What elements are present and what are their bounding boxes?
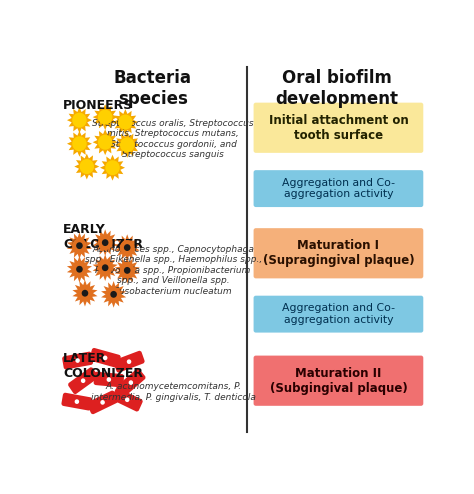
Polygon shape [115, 132, 140, 158]
Circle shape [72, 136, 87, 151]
FancyBboxPatch shape [90, 348, 121, 368]
Circle shape [110, 291, 117, 298]
Circle shape [100, 400, 105, 405]
Circle shape [120, 263, 135, 278]
Circle shape [81, 378, 85, 383]
Polygon shape [92, 254, 118, 281]
Polygon shape [113, 109, 138, 135]
FancyBboxPatch shape [254, 228, 423, 279]
Circle shape [82, 290, 88, 296]
Circle shape [124, 244, 130, 251]
Circle shape [72, 113, 87, 127]
FancyBboxPatch shape [112, 388, 143, 412]
Text: Aggregation and Co-
aggregation activity: Aggregation and Co- aggregation activity [282, 303, 395, 325]
FancyBboxPatch shape [62, 393, 92, 411]
Polygon shape [93, 129, 118, 155]
FancyBboxPatch shape [87, 391, 118, 414]
Text: A. actinomycetemcomitans, P.
intermedia, P. gingivalis, T. denticola: A. actinomycetemcomitans, P. intermedia,… [91, 382, 255, 402]
Circle shape [102, 264, 109, 271]
Circle shape [107, 377, 111, 382]
Polygon shape [67, 131, 92, 157]
Circle shape [124, 267, 130, 274]
Circle shape [98, 235, 112, 250]
Circle shape [120, 137, 135, 152]
Circle shape [72, 262, 87, 277]
Text: Initial attachment on
tooth surface: Initial attachment on tooth surface [269, 114, 408, 142]
Circle shape [72, 238, 87, 253]
Circle shape [105, 160, 120, 175]
Polygon shape [92, 229, 118, 256]
Polygon shape [115, 257, 140, 284]
Polygon shape [67, 107, 92, 133]
Circle shape [75, 358, 80, 363]
Circle shape [120, 240, 135, 255]
Circle shape [76, 266, 83, 273]
Circle shape [80, 159, 94, 174]
FancyBboxPatch shape [254, 103, 423, 153]
Circle shape [103, 356, 108, 360]
Text: EARLY
COLONIZER: EARLY COLONIZER [63, 223, 143, 251]
FancyBboxPatch shape [62, 352, 93, 370]
FancyBboxPatch shape [94, 372, 124, 387]
Text: LATER
COLONIZER: LATER COLONIZER [63, 352, 143, 380]
Polygon shape [100, 155, 125, 181]
Polygon shape [115, 234, 140, 261]
Circle shape [98, 260, 112, 275]
FancyBboxPatch shape [254, 296, 423, 332]
Text: Maturation I
(Supragingival plaque): Maturation I (Supragingival plaque) [263, 239, 414, 267]
Circle shape [127, 359, 131, 364]
Circle shape [106, 287, 121, 302]
Circle shape [125, 397, 129, 402]
Circle shape [102, 239, 109, 246]
Text: Actinomyces spp., Capnocytophaga
spp., Eikenella spp., Haemophilus spp.,
Prevote: Actinomyces spp., Capnocytophaga spp., E… [84, 245, 262, 296]
Polygon shape [101, 281, 126, 308]
Circle shape [118, 115, 133, 129]
Circle shape [78, 286, 92, 301]
Polygon shape [73, 280, 98, 306]
Text: Aggregation and Co-
aggregation activity: Aggregation and Co- aggregation activity [282, 178, 395, 200]
Text: PIONEERS: PIONEERS [63, 99, 133, 112]
Text: Maturation II
(Subgingival plaque): Maturation II (Subgingival plaque) [270, 367, 407, 395]
Polygon shape [67, 256, 92, 283]
Circle shape [98, 110, 112, 124]
Polygon shape [93, 104, 118, 130]
Polygon shape [74, 154, 99, 179]
Circle shape [76, 242, 83, 249]
Text: Bacteria
species: Bacteria species [114, 69, 192, 108]
Circle shape [128, 380, 133, 385]
Circle shape [74, 399, 79, 404]
Text: Oral biofilm
development: Oral biofilm development [275, 69, 398, 108]
Circle shape [98, 135, 112, 150]
Text: Streptococcus oralis, Streptococcus
mitis, Streptococcus mutans,
Streptococcus g: Streptococcus oralis, Streptococcus miti… [92, 119, 254, 159]
FancyBboxPatch shape [254, 356, 423, 406]
FancyBboxPatch shape [116, 369, 146, 397]
FancyBboxPatch shape [68, 367, 98, 394]
FancyBboxPatch shape [254, 170, 423, 207]
FancyBboxPatch shape [113, 351, 145, 372]
Polygon shape [67, 232, 92, 259]
